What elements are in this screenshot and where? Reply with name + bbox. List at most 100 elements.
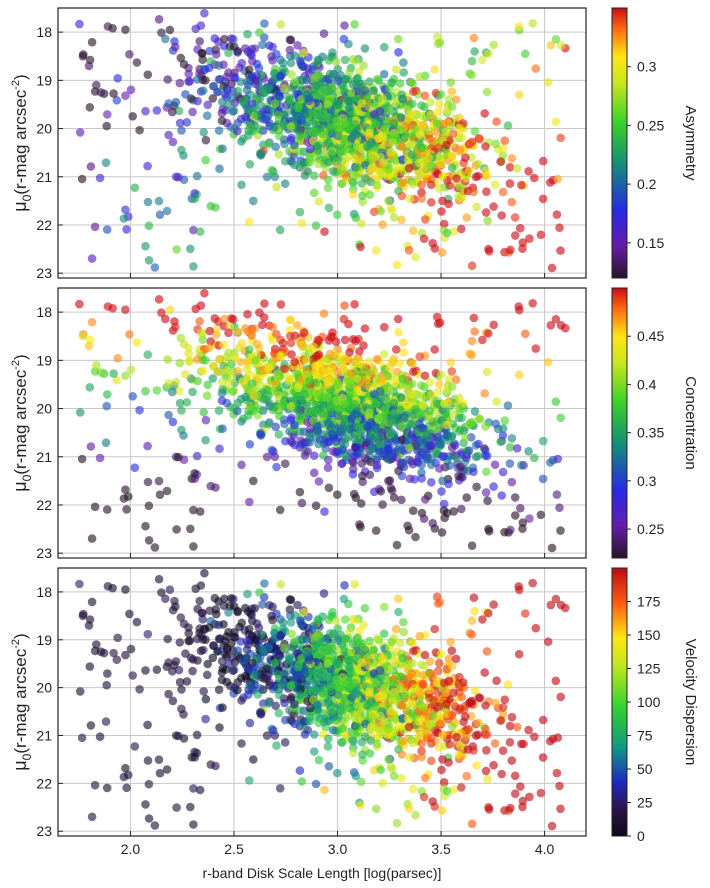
data-point [404,722,414,732]
data-point [332,157,341,166]
data-point [249,755,258,764]
data-point [340,301,349,310]
data-point [538,156,548,166]
data-point [241,392,250,402]
data-point [451,95,461,104]
data-point [295,411,304,421]
data-point [507,434,517,443]
data-point [177,425,186,435]
data-point [214,634,224,644]
data-point [175,358,185,368]
data-point [480,668,490,677]
data-point [230,633,240,642]
data-point [355,67,364,76]
data-point [546,41,556,50]
y-tick-label: 22 [36,217,52,233]
data-point [470,47,480,56]
data-point [154,295,164,304]
data-point [177,685,186,694]
data-point [399,338,408,347]
data-point [233,606,242,616]
data-point [287,70,296,79]
data-point [352,700,362,709]
data-point [491,419,501,429]
data-point [552,768,562,778]
data-point [300,451,310,460]
data-point [461,433,470,443]
data-point [490,739,500,748]
data-point [447,151,457,160]
data-point [507,154,517,163]
colorbar-tick-label: 0.4 [637,376,657,392]
data-point [348,360,358,370]
data-point [408,79,417,88]
data-point [379,69,389,79]
data-point [555,223,564,232]
data-point [434,702,444,711]
data-point [270,379,280,389]
data-point [238,656,247,665]
data-point [387,358,396,367]
data-point [311,221,321,230]
data-point [332,716,341,725]
data-point [78,331,88,341]
data-point [251,75,260,85]
data-point [445,740,455,749]
data-point [419,400,428,410]
data-point [371,678,381,688]
data-point [237,180,246,190]
data-point [215,164,224,173]
data-point [290,637,300,646]
data-point [496,716,505,725]
data-point [172,245,181,254]
data-point [201,694,211,704]
data-point [411,532,420,542]
data-point [375,413,384,423]
data-point [237,739,246,748]
data-point [189,505,198,515]
data-point [181,649,190,658]
data-point [503,680,513,689]
data-point [455,147,464,156]
data-point [337,165,347,175]
data-point [392,540,402,550]
data-point [256,381,265,390]
data-point [199,687,208,696]
data-point [77,454,87,464]
data-point [438,172,447,181]
data-point [372,634,382,643]
data-point [444,479,453,489]
data-point [210,34,220,43]
data-point [455,427,464,436]
data-point [357,737,367,747]
data-point [219,340,228,350]
data-point [243,309,252,319]
data-point [281,715,290,725]
data-point [252,619,262,628]
data-point [552,210,562,219]
data-point [350,399,359,409]
data-point [368,434,378,444]
data-point [275,131,284,141]
data-point [395,443,404,453]
y-tick-label: 19 [36,72,52,88]
data-point [441,407,451,417]
data-point [296,56,305,66]
data-point [424,433,434,443]
data-point [262,731,272,740]
data-point [395,359,405,368]
data-point [484,246,494,256]
data-point [438,452,447,462]
data-point [217,396,227,406]
y-label-subscript: 0 [20,194,34,201]
data-point [294,671,303,680]
data-point [547,543,557,553]
data-point [328,84,337,93]
data-point [290,160,299,170]
data-point [467,261,477,271]
data-point [378,778,387,788]
data-point [195,227,205,236]
data-point [536,510,546,520]
data-point [408,738,418,748]
data-point [324,697,333,707]
